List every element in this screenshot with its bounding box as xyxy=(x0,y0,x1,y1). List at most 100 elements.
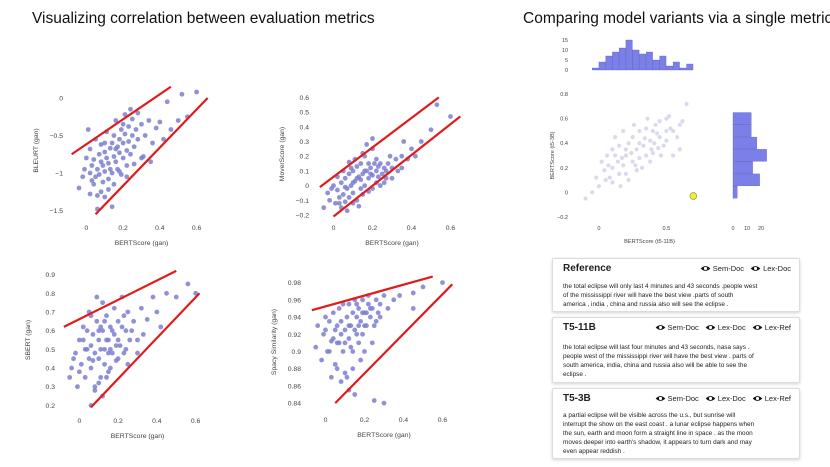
histogram-bar xyxy=(625,39,633,71)
data-point xyxy=(98,159,104,165)
data-point xyxy=(331,183,336,189)
data-point xyxy=(350,310,356,316)
data-point xyxy=(109,170,115,176)
tag-lex-doc[interactable]: Lex-Doc xyxy=(705,323,746,332)
data-point xyxy=(148,159,154,165)
data-point xyxy=(367,306,373,311)
data-point xyxy=(623,171,629,177)
t5-3b-card: T5-3B Sem-Doc Lex-Doc Lex-Ref a partial … xyxy=(552,388,800,459)
data-point xyxy=(100,163,106,168)
y-tick-label: 0.96 xyxy=(288,297,301,304)
eye-icon xyxy=(655,325,665,330)
data-point xyxy=(88,343,94,349)
data-point xyxy=(85,127,91,132)
data-point xyxy=(332,361,338,367)
data-point xyxy=(637,128,642,134)
histogram-bar xyxy=(659,55,667,71)
data-point xyxy=(338,318,344,324)
data-point xyxy=(358,357,363,363)
data-point xyxy=(119,324,125,330)
tag-label: Lex-Doc xyxy=(717,323,746,332)
data-point xyxy=(120,140,126,146)
tag-sem-doc[interactable]: Sem-Doc xyxy=(655,394,699,403)
data-point xyxy=(113,118,119,123)
data-point xyxy=(648,159,653,164)
histogram-bar xyxy=(672,61,680,71)
data-point xyxy=(161,136,166,142)
data-point xyxy=(346,336,352,341)
data-point xyxy=(650,128,655,134)
y-tick-label: −0.5 xyxy=(50,133,64,140)
data-point xyxy=(140,331,146,337)
data-point xyxy=(340,168,346,174)
data-point xyxy=(356,340,362,346)
data-point xyxy=(360,310,365,316)
data-point xyxy=(146,118,152,123)
data-point xyxy=(123,346,129,352)
histogram-bar xyxy=(619,47,626,71)
data-point xyxy=(122,112,128,117)
data-point xyxy=(135,337,140,343)
y-tick-label: −0.2 xyxy=(296,213,310,220)
data-point xyxy=(102,346,107,352)
data-point xyxy=(397,293,402,298)
data-point xyxy=(131,144,137,150)
data-point xyxy=(377,161,383,166)
data-point xyxy=(153,125,159,131)
data-point xyxy=(364,168,370,174)
data-point xyxy=(193,290,199,296)
data-point xyxy=(346,323,352,329)
data-point xyxy=(348,323,354,329)
data-point xyxy=(344,186,350,191)
data-point xyxy=(86,356,92,362)
data-point xyxy=(364,310,369,316)
data-point xyxy=(90,331,96,337)
data-point xyxy=(106,369,111,375)
tag-sem-doc[interactable]: Sem-Doc xyxy=(700,264,744,273)
data-point xyxy=(111,331,117,337)
data-point xyxy=(106,350,111,356)
data-point xyxy=(336,340,342,346)
data-point xyxy=(342,327,348,333)
data-point xyxy=(602,168,607,173)
data-point xyxy=(336,306,342,311)
data-point xyxy=(129,116,135,122)
data-point xyxy=(168,127,174,132)
data-point xyxy=(139,155,144,161)
data-point xyxy=(603,177,608,183)
tag-lex-doc[interactable]: Lex-Doc xyxy=(705,394,746,403)
data-point xyxy=(342,199,348,205)
comparison-plot-area xyxy=(572,88,727,223)
data-point xyxy=(607,175,612,180)
data-point xyxy=(354,301,360,307)
data-point xyxy=(157,119,163,125)
x-tick-label: 0.2 xyxy=(368,225,378,232)
data-point xyxy=(338,205,344,211)
y-tick-label: −1.5 xyxy=(50,208,64,215)
data-point xyxy=(133,127,139,132)
data-point xyxy=(366,189,371,194)
data-point xyxy=(348,165,354,171)
red-band-line xyxy=(319,96,440,188)
y-tick-label: 0.3 xyxy=(46,384,56,391)
tag-sem-doc[interactable]: Sem-Doc xyxy=(655,323,699,332)
data-point xyxy=(82,166,87,172)
data-point xyxy=(117,136,122,142)
data-point xyxy=(434,102,440,108)
data-point xyxy=(95,193,100,198)
tag-lex-ref[interactable]: Lex-Ref xyxy=(752,323,791,332)
data-point xyxy=(84,346,90,352)
data-point xyxy=(91,181,97,187)
data-point xyxy=(91,157,97,162)
tag-lex-ref[interactable]: Lex-Ref xyxy=(752,394,791,403)
data-point xyxy=(109,350,115,356)
histogram-bar xyxy=(605,55,613,71)
data-point xyxy=(668,126,673,131)
data-point xyxy=(375,174,381,180)
tag-lex-doc[interactable]: Lex-Doc xyxy=(750,264,791,273)
histogram-bar xyxy=(639,53,646,71)
data-point xyxy=(352,327,358,333)
data-point xyxy=(393,156,399,162)
data-point xyxy=(594,175,599,180)
data-point xyxy=(348,183,354,189)
